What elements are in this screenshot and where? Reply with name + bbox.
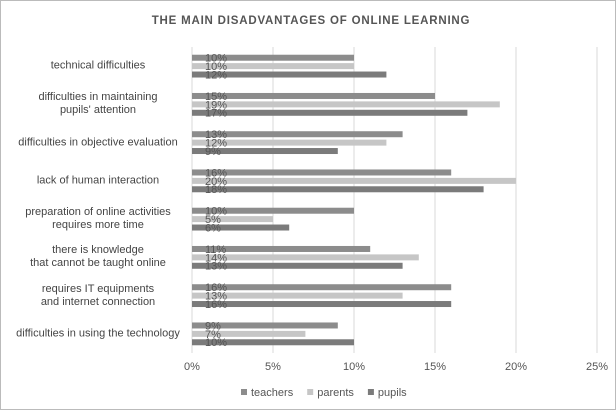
value-label: 11% xyxy=(205,244,226,256)
value-label: 20% xyxy=(205,176,227,188)
legend-swatch xyxy=(307,389,314,395)
value-label: 17% xyxy=(205,108,227,120)
bar xyxy=(192,169,452,176)
x-tick-label: 0% xyxy=(184,361,200,373)
bar xyxy=(192,292,403,299)
category-label: preparation of online activities require… xyxy=(25,206,171,232)
bar xyxy=(192,54,354,61)
value-label: 14% xyxy=(205,252,227,264)
value-label: 10% xyxy=(205,53,227,65)
bar xyxy=(192,71,387,78)
category-label: difficulties in using the technology xyxy=(16,327,180,340)
value-label: 16% xyxy=(205,282,227,294)
value-label: 10% xyxy=(205,206,227,218)
value-label: 16% xyxy=(205,167,227,179)
legend-swatch xyxy=(367,389,374,395)
value-label: 13% xyxy=(205,291,227,303)
value-label: 12% xyxy=(205,138,227,150)
value-label: 9% xyxy=(205,146,221,158)
legend-label: pupils xyxy=(378,387,407,399)
value-label: 6% xyxy=(205,222,221,234)
category-label: difficulties in maintaining pupils' atte… xyxy=(38,91,158,117)
bar xyxy=(192,301,452,308)
value-label: 16% xyxy=(205,299,227,311)
x-tick-label: 15% xyxy=(424,361,446,373)
value-label: 13% xyxy=(205,261,227,273)
category-label: lack of human interaction xyxy=(36,174,160,187)
bar xyxy=(192,207,354,214)
value-label: 10% xyxy=(205,337,227,349)
legend-swatch xyxy=(241,389,247,395)
bar xyxy=(192,92,435,99)
legend-label: teachers xyxy=(251,387,294,399)
bar xyxy=(192,186,484,193)
bar xyxy=(192,254,419,261)
bar xyxy=(192,322,338,329)
bar xyxy=(192,224,290,231)
bar xyxy=(192,139,387,146)
bar xyxy=(192,216,273,223)
x-tick-label: 25% xyxy=(586,361,608,373)
x-tick-label: 5% xyxy=(265,361,281,373)
legend-label: parents xyxy=(317,387,354,399)
value-label: 18% xyxy=(205,184,227,196)
category-label: difficulties in objective evaluation xyxy=(18,136,178,149)
category-label: requires IT equipments and internet conn… xyxy=(40,282,156,308)
bar xyxy=(192,330,306,337)
bar xyxy=(192,177,516,184)
bar xyxy=(192,101,500,108)
value-label: 10% xyxy=(205,61,227,73)
bar xyxy=(192,339,354,346)
category-label: there is knowledge that cannot be taught… xyxy=(30,244,166,270)
x-tick-label: 10% xyxy=(343,361,365,373)
value-label: 5% xyxy=(205,214,221,226)
bar xyxy=(192,109,468,116)
value-label: 9% xyxy=(205,320,221,332)
category-label: technical difficulties xyxy=(50,59,146,72)
chart-title: THE MAIN DISADVANTAGES OF ONLINE LEARNIN… xyxy=(152,15,471,27)
bar xyxy=(192,284,452,291)
value-label: 19% xyxy=(205,99,227,111)
bar xyxy=(192,63,354,70)
bar xyxy=(192,262,403,269)
value-label: 7% xyxy=(205,329,221,341)
value-label: 12% xyxy=(205,69,227,81)
bar xyxy=(192,245,371,252)
value-label: 13% xyxy=(205,129,227,141)
bar xyxy=(192,148,338,155)
bar xyxy=(192,131,403,138)
x-tick-label: 20% xyxy=(505,361,527,373)
value-label: 15% xyxy=(205,91,227,103)
